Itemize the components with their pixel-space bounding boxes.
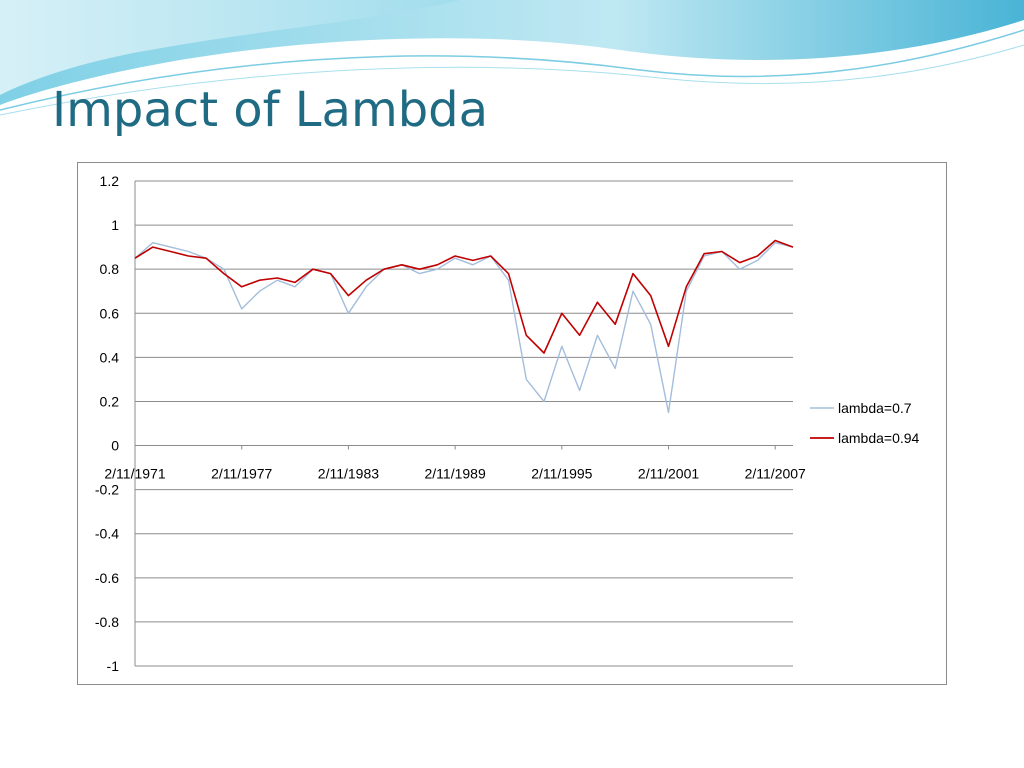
- y-tick-label: 0.6: [100, 305, 120, 321]
- series-line-1: [134, 241, 794, 414]
- y-tick-label: 0.4: [100, 349, 120, 365]
- y-tick-label: 1: [111, 217, 119, 233]
- x-tick-label: 2/11/1977: [211, 466, 272, 482]
- y-axis-ticks: 1.2 1 0.8 0.6 0.4 0.2 0 -0.2 -0.4 -0.6 -0.8 -1: [95, 173, 119, 674]
- series-line-2: [134, 239, 794, 354]
- x-tick-label: 2/11/2001: [638, 466, 699, 482]
- y-tick-label: 0: [111, 438, 119, 454]
- x-tick-label: 2/11/2007: [745, 466, 806, 482]
- chart-container: 1.2 1 0.8 0.6 0.4 0.2 0 -0.2 -0.4 -0.6 -0.8 -1 2/11…: [77, 162, 947, 685]
- y-tick-label: -0.8: [95, 614, 119, 630]
- x-tick-label: 2/11/1995: [531, 466, 592, 482]
- y-tick-label: -0.4: [95, 526, 119, 542]
- y-tick-label: 0.8: [100, 261, 120, 277]
- gridlines: [134, 180, 793, 667]
- legend: lambda=0.7 lambda=0.94: [810, 400, 920, 446]
- series-lines: [134, 239, 794, 414]
- slide-title: Impact of Lambda: [52, 82, 489, 138]
- slide-background-waves: [0, 0, 1024, 116]
- y-tick-label: -0.2: [95, 482, 119, 498]
- x-tick-label: 2/11/1971: [104, 466, 165, 482]
- y-tick-label: 0.2: [100, 393, 120, 409]
- line-chart: 1.2 1 0.8 0.6 0.4 0.2 0 -0.2 -0.4 -0.6 -0.8 -1 2/11…: [95, 173, 920, 674]
- legend-label-1: lambda=0.7: [838, 400, 912, 416]
- y-tick-label: 1.2: [100, 173, 120, 189]
- x-tick-label: 2/11/1989: [425, 466, 486, 482]
- legend-label-2: lambda=0.94: [838, 430, 920, 446]
- y-tick-label: -1: [107, 658, 120, 674]
- x-axis-ticks: 2/11/1971 2/11/1977 2/11/1983 2/11/1989 2/11…: [104, 445, 806, 482]
- x-tick-label: 2/11/1983: [318, 466, 379, 482]
- y-tick-label: -0.6: [95, 570, 119, 586]
